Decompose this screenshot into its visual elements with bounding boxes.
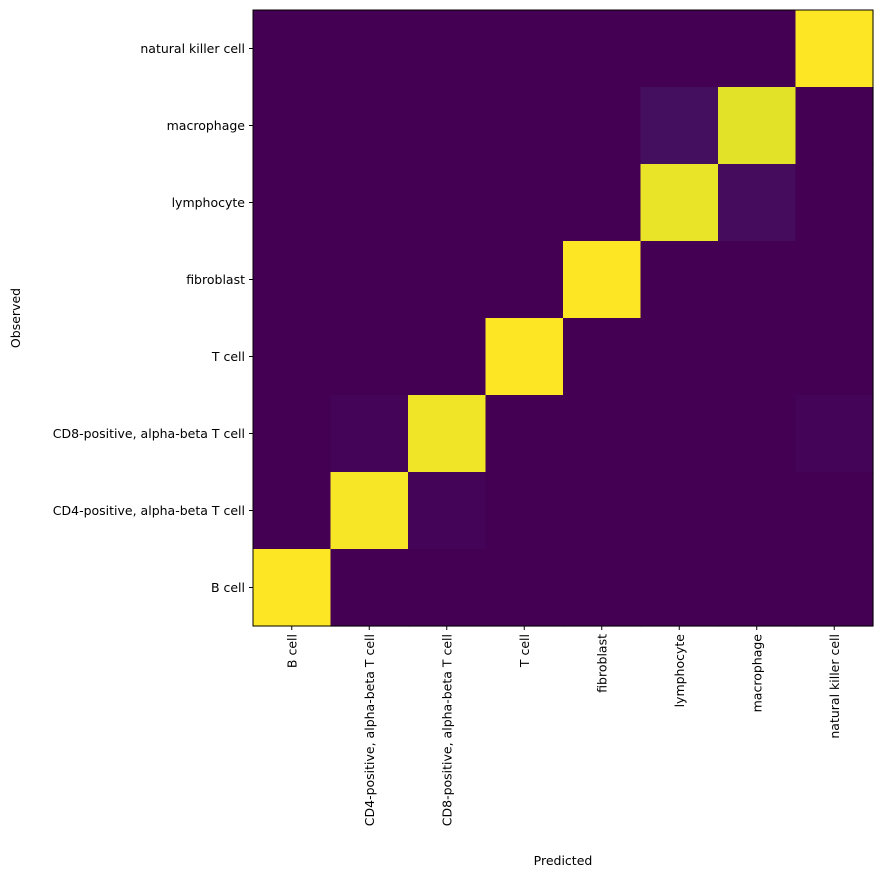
heatmap-cell [718,549,797,627]
heatmap-cell [640,87,719,165]
heatmap-cell [640,164,719,242]
heatmap-cell [485,164,564,242]
heatmap-cell [795,10,874,88]
heatmap-cell [640,318,719,396]
heatmap-cell [408,395,487,473]
y-tick-label: lymphocyte [172,195,246,210]
heatmap-cell [795,318,874,396]
x-tick-label: lymphocyte [672,634,687,708]
heatmap-cell [253,10,332,88]
heatmap-cell [408,472,487,550]
heatmap-cell [253,318,332,396]
heatmap-cell [330,164,409,242]
heatmap-cell [718,395,797,473]
heatmap-cell [408,87,487,165]
y-tick-label: CD4-positive, alpha-beta T cell [53,503,245,518]
heatmap-cell [795,549,874,627]
heatmap-cell [795,241,874,319]
heatmap-cell [253,87,332,165]
heatmap-cell [330,549,409,627]
y-tick-label: fibroblast [186,272,245,287]
heatmap-cell [718,87,797,165]
heatmap-cell [253,164,332,242]
y-tick-label: macrophage [167,118,246,133]
heatmap-cell [330,472,409,550]
heatmap-cell [485,472,564,550]
heatmap-cells [253,10,874,627]
y-tick-label: CD8-positive, alpha-beta T cell [53,426,245,441]
heatmap-cell [330,395,409,473]
x-tick-label: fibroblast [594,634,609,693]
heatmap-cell [485,549,564,627]
x-tick-label: CD4-positive, alpha-beta T cell [362,634,377,826]
heatmap-cell [640,549,719,627]
heatmap-cell [718,241,797,319]
heatmap-cell [408,318,487,396]
heatmap-cell [253,472,332,550]
heatmap-cell [563,472,642,550]
heatmap-cell [795,395,874,473]
heatmap-cell [485,87,564,165]
heatmap-cell [718,164,797,242]
heatmap-cell [253,549,332,627]
heatmap-cell [485,395,564,473]
heatmap-cell [795,472,874,550]
y-tick-label: B cell [211,580,245,595]
heatmap-cell [795,164,874,242]
plot-frame [252,9,874,627]
heatmap-cell [485,241,564,319]
heatmap-cell [485,10,564,88]
x-axis-ticks: B cell CD4-positive, alpha-beta T cell CD8… [284,626,842,826]
heatmap-cell [408,10,487,88]
x-tick-label: macrophage [749,634,764,713]
y-tick-label: natural killer cell [140,41,245,56]
heatmap-cell [563,549,642,627]
heatmap-cell [563,87,642,165]
heatmap-cell [330,87,409,165]
x-tick-label: B cell [284,634,299,668]
heatmap-cell [408,241,487,319]
heatmap-cell [640,241,719,319]
heatmap-cell [563,164,642,242]
heatmap-cell [253,241,332,319]
heatmap-cell [408,164,487,242]
y-axis-label: Observed [8,288,23,348]
heatmap-cell [330,318,409,396]
x-axis-label: Predicted [534,853,593,868]
heatmap-cell [330,10,409,88]
heatmap-cell [485,318,564,396]
heatmap-cell [408,549,487,627]
x-tick-label: T cell [517,634,532,668]
heatmap-cell [718,10,797,88]
heatmap-cell [563,395,642,473]
heatmap-cell [563,318,642,396]
heatmap-cell [640,472,719,550]
x-tick-label: CD8-positive, alpha-beta T cell [439,634,454,826]
heatmap-cell [330,241,409,319]
heatmap-cell [718,318,797,396]
heatmap-cell [563,241,642,319]
heatmap-cell [718,472,797,550]
y-axis-ticks: natural killer cell macrophage lymphocyte f… [53,41,253,595]
heatmap-cell [253,395,332,473]
heatmap-cell [640,395,719,473]
heatmap-cell [795,87,874,165]
heatmap-cell [563,10,642,88]
y-tick-label: T cell [211,349,245,364]
x-tick-label: natural killer cell [827,634,842,739]
heatmap-cell [640,10,719,88]
